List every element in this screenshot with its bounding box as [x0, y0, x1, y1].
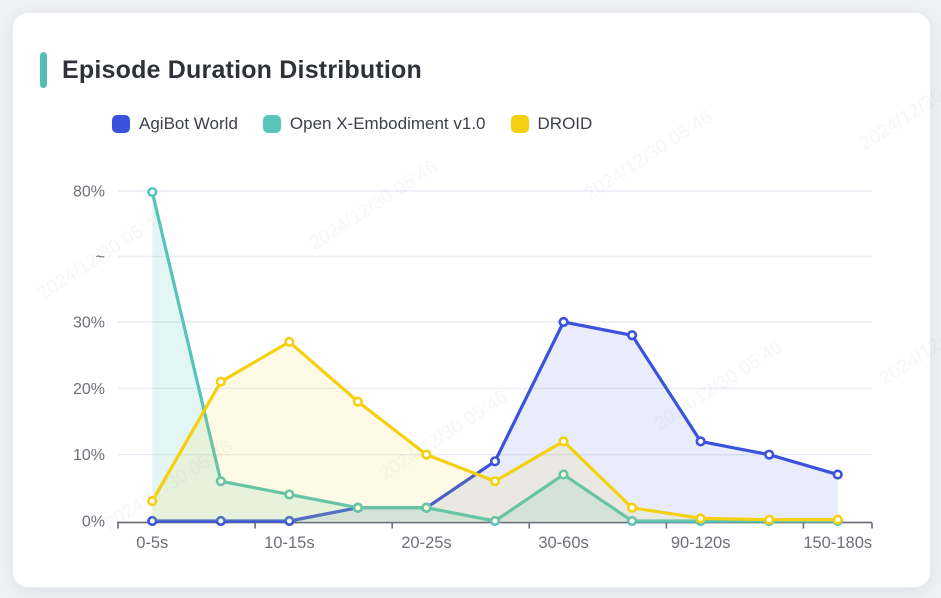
legend-item-droid[interactable]: DROID	[510, 114, 593, 134]
data-point[interactable]	[421, 449, 432, 460]
data-point[interactable]	[489, 456, 501, 467]
data-point[interactable]	[764, 449, 775, 460]
title-accent-bar	[40, 52, 47, 88]
data-point[interactable]	[215, 376, 226, 387]
data-point[interactable]	[558, 469, 569, 480]
chart-title: Episode Duration Distribution	[62, 55, 422, 84]
data-point[interactable]	[284, 489, 295, 500]
data-point[interactable]	[352, 502, 364, 513]
title-row: Episode Duration Distribution	[40, 52, 422, 88]
data-point[interactable]	[352, 396, 364, 407]
data-point[interactable]	[284, 515, 295, 527]
data-point[interactable]	[147, 496, 158, 507]
data-point[interactable]	[421, 502, 432, 513]
data-point[interactable]	[626, 502, 638, 513]
data-point[interactable]	[695, 436, 706, 447]
data-point[interactable]	[147, 186, 158, 198]
data-point[interactable]	[695, 513, 706, 524]
data-point[interactable]	[626, 330, 638, 341]
data-point[interactable]	[489, 476, 501, 487]
legend-label: Open X-Embodiment v1.0	[289, 114, 486, 133]
data-point[interactable]	[284, 336, 295, 348]
legend-item-agibot-world[interactable]: AgiBot World	[112, 114, 238, 134]
chart-legend: AgiBot World Open X-Embodiment v1.0 DROID	[112, 114, 592, 134]
data-point[interactable]	[832, 469, 843, 480]
legend-label: AgiBot World	[139, 114, 238, 133]
data-point[interactable]	[215, 515, 226, 527]
data-point[interactable]	[147, 515, 158, 527]
data-point[interactable]	[215, 476, 226, 487]
data-point[interactable]	[489, 515, 501, 527]
data-point[interactable]	[764, 514, 775, 525]
data-point[interactable]	[832, 514, 843, 525]
legend-item-open-x-embodiment-v1-0[interactable]: Open X-Embodiment v1.0	[262, 114, 486, 134]
legend-swatch	[262, 115, 281, 133]
data-point[interactable]	[626, 515, 638, 527]
legend-label: DROID	[537, 114, 593, 133]
legend-swatch	[112, 115, 130, 133]
data-point[interactable]	[558, 316, 569, 328]
data-point[interactable]	[558, 436, 569, 447]
legend-swatch	[510, 115, 529, 133]
